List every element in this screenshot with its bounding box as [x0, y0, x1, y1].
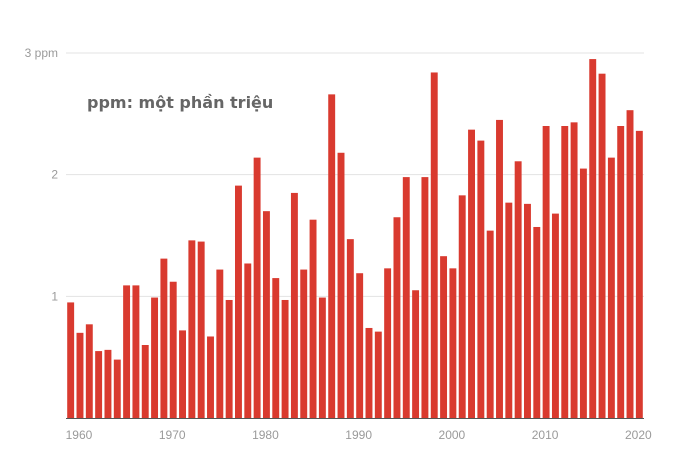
- bar-2008: [524, 203, 531, 418]
- bar-2014: [579, 168, 587, 418]
- bar-2004: [486, 230, 494, 418]
- bar-1974: [207, 336, 214, 418]
- bar-1983: [290, 192, 298, 418]
- bar-2002: [468, 129, 475, 418]
- y-tick-label: 2: [51, 168, 58, 182]
- x-tick-label: 1970: [159, 428, 186, 442]
- bar-1994: [393, 217, 401, 418]
- bar-2011: [551, 213, 559, 418]
- y-tick-label: 3 ppm: [25, 46, 58, 60]
- bar-2020: [635, 130, 643, 418]
- bar-1979: [253, 157, 261, 418]
- bar-1995: [402, 177, 410, 418]
- bar-2013: [570, 122, 578, 418]
- bar-1990: [356, 273, 364, 418]
- bar-1973: [197, 241, 205, 418]
- bar-2012: [561, 126, 569, 418]
- bar-1971: [179, 330, 186, 418]
- bar-1980: [262, 211, 270, 418]
- bar-2007: [514, 161, 522, 419]
- bar-1987: [328, 94, 336, 418]
- bar-1964: [113, 359, 121, 418]
- bar-2010: [542, 126, 550, 418]
- bar-1963: [104, 349, 112, 418]
- bar-1984: [300, 269, 308, 418]
- bar-1972: [188, 240, 196, 418]
- x-tick-label: 1960: [66, 428, 93, 442]
- bar-1976: [225, 299, 233, 418]
- bar-2006: [505, 202, 513, 418]
- bar-1999: [440, 256, 448, 418]
- bar-1996: [412, 290, 420, 418]
- bar-2001: [458, 195, 466, 418]
- bar-1986: [318, 297, 326, 418]
- bar-1985: [309, 219, 317, 418]
- bars: [67, 59, 643, 419]
- bar-1977: [235, 185, 242, 418]
- bar-1978: [244, 263, 252, 418]
- bar-2017: [607, 157, 615, 418]
- bar-2019: [626, 110, 634, 418]
- bar-1965: [123, 285, 131, 418]
- bar-1961: [85, 324, 93, 418]
- bar-1960: [76, 332, 84, 418]
- bar-1966: [132, 285, 140, 418]
- bar-1988: [337, 152, 345, 418]
- unit-annotation: ppm: một phần triệu: [87, 93, 273, 112]
- x-tick-label: 2020: [625, 428, 652, 442]
- bar-2003: [477, 140, 485, 418]
- bar-1997: [421, 177, 429, 418]
- bar-1968: [151, 297, 159, 418]
- x-tick-label: 1980: [252, 428, 279, 442]
- bar-1975: [216, 269, 224, 418]
- bar-1959: [67, 302, 75, 418]
- bar-1970: [169, 281, 177, 418]
- bar-1967: [141, 345, 149, 418]
- bar-2018: [617, 126, 625, 418]
- bar-1992: [374, 331, 382, 418]
- x-axis-ticks: 1960 1970 1980 1990 2000 2010 2020: [66, 428, 652, 442]
- x-tick-label: 2010: [532, 428, 559, 442]
- bar-1969: [160, 258, 168, 418]
- y-tick-label: 1: [51, 289, 58, 303]
- bar-1998: [430, 72, 438, 418]
- x-tick-label: 1990: [345, 428, 372, 442]
- bar-2009: [533, 226, 541, 418]
- x-tick-label: 2000: [439, 428, 466, 442]
- bar-2000: [449, 268, 457, 418]
- bar-1991: [365, 327, 373, 418]
- bar-2015: [589, 59, 597, 418]
- bar-1989: [346, 239, 354, 418]
- bar-1993: [384, 268, 392, 418]
- bar-1962: [95, 351, 103, 418]
- bar-1982: [281, 299, 289, 418]
- y-axis-ticks: 1 2 3 ppm: [25, 46, 59, 303]
- bar-2016: [598, 73, 606, 418]
- bar-2005: [496, 119, 503, 419]
- bar-1981: [272, 278, 280, 418]
